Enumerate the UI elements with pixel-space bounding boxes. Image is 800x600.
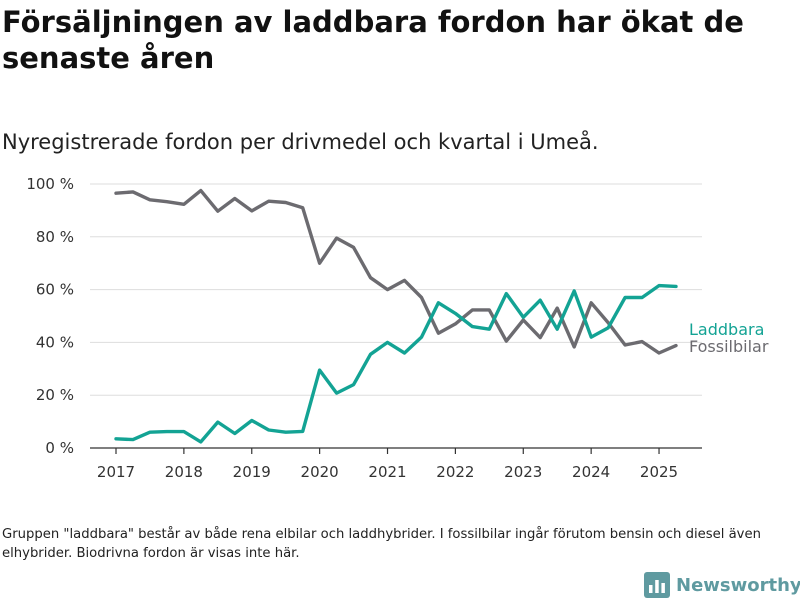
y-tick-label: 0 % <box>45 439 74 457</box>
x-tick-label: 2020 <box>301 463 339 481</box>
y-tick-label: 100 % <box>26 175 74 193</box>
series-lines <box>114 188 678 444</box>
y-tick-label: 60 % <box>36 281 74 299</box>
x-tick-label: 2017 <box>97 463 135 481</box>
footnote: Gruppen "laddbara" består av både rena e… <box>2 527 761 561</box>
y-axis: 0 % 20 % 40 % 60 % 80 % 100 % <box>26 175 74 457</box>
x-tick-label: 2019 <box>233 463 271 481</box>
x-tick-label: 2021 <box>368 463 406 481</box>
line-chart: 0 % 20 % 40 % 60 % 80 % 100 % 2017 2018 2019 202… <box>26 175 769 481</box>
series-label-laddbara: Laddbara <box>689 320 764 339</box>
y-tick-label: 20 % <box>36 386 74 404</box>
x-tick-label: 2023 <box>504 463 542 481</box>
bar-chart-icon <box>644 572 670 598</box>
x-tick-label: 2024 <box>572 463 610 481</box>
x-tick-label: 2025 <box>640 463 678 481</box>
series-line-fossilbilar <box>114 188 678 355</box>
chart-subtitle: Nyregistrerade fordon per drivmedel och … <box>2 130 599 154</box>
x-tick-label: 2018 <box>165 463 203 481</box>
series-label-fossilbilar: Fossilbilar <box>689 337 769 356</box>
series-line-laddbara <box>114 283 678 444</box>
chart-title: Försäljningen av laddbara fordon har öka… <box>2 5 744 75</box>
brand-name: Newsworthy <box>676 574 800 596</box>
x-tick-label: 2022 <box>436 463 474 481</box>
y-tick-label: 80 % <box>36 228 74 246</box>
brand-logo: Newsworthy <box>644 571 800 599</box>
x-axis: 2017 2018 2019 2020 2021 2022 2023 2024 2025 <box>90 447 702 481</box>
gridlines <box>90 183 702 396</box>
y-tick-label: 40 % <box>36 333 74 351</box>
